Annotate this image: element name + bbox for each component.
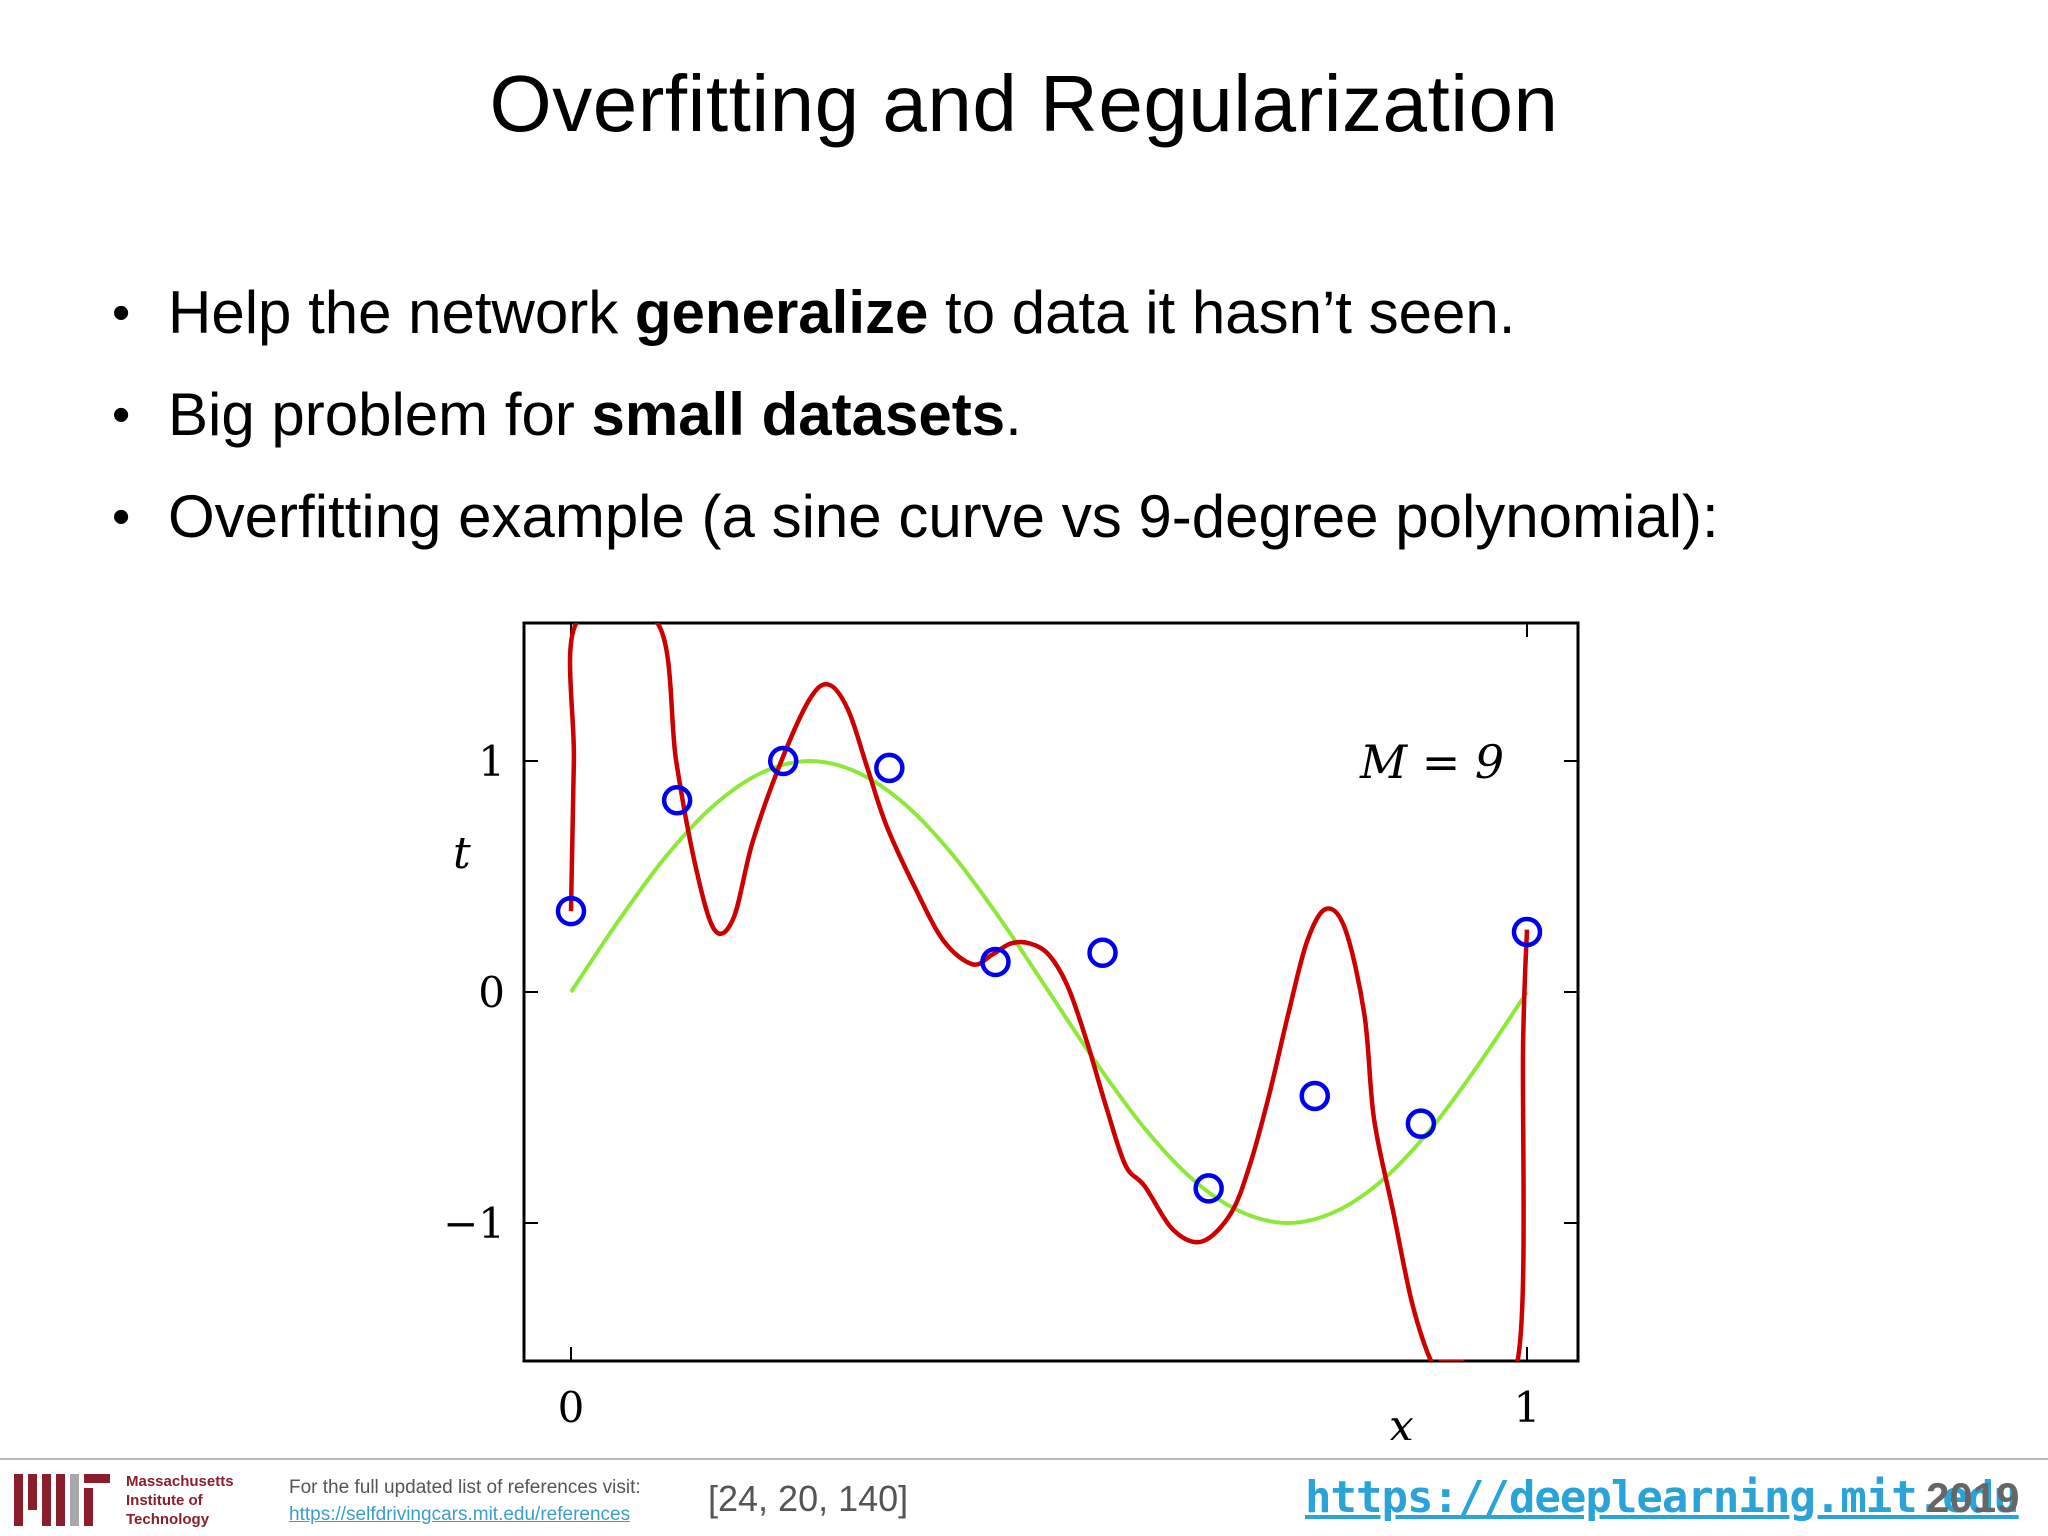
bullet-text-part: Big problem for	[168, 381, 592, 448]
citation: [24, 20, 140]	[708, 1478, 909, 1519]
data-point-marker	[874, 752, 905, 784]
data-point-marker	[1405, 1108, 1437, 1139]
institution-line: Massachusetts	[126, 1473, 234, 1490]
bullet-list: • Help the network generalize to data it…	[112, 262, 1719, 568]
bullet-text-part: to data it hasn’t seen.	[928, 279, 1516, 346]
bullet-dot: •	[112, 284, 131, 342]
bullet-bold-term: generalize	[634, 279, 929, 346]
y-axis-label: t	[453, 828, 471, 879]
institution-name: Massachusetts Institute of Technology	[126, 1472, 234, 1529]
bullet-bold-term: small datasets	[591, 381, 1006, 448]
x-axis-label: x	[1389, 1401, 1414, 1440]
slide-title: Overfitting and Regularization	[489, 59, 1559, 148]
bullet-text: Big problem for small datasets.	[168, 364, 1022, 466]
institution-line: Institute of	[126, 1492, 203, 1509]
overfitting-chart: 1 0 −1 0 1 M = 9 t x	[443, 621, 1580, 1440]
bullet-text-part: Overfitting example (a sine curve vs 9-d…	[168, 483, 1719, 550]
bullet-text: Overfitting example (a sine curve vs 9-d…	[168, 466, 1719, 568]
data-point-marker	[661, 785, 693, 816]
references-link[interactable]: https://selfdrivingcars.mit.edu/referenc…	[289, 1504, 631, 1525]
data-point-marker	[767, 745, 799, 777]
bullet-text-part: Help the network	[168, 279, 635, 346]
footer-divider	[0, 1458, 2048, 1460]
model-order-annotation: M = 9	[1359, 735, 1504, 789]
references-note: For the full updated list of references …	[289, 1474, 641, 1528]
bullet-text-part: .	[1005, 381, 1022, 448]
references-note-text: For the full updated list of references …	[289, 1477, 641, 1498]
x-tick-label: 1	[1514, 1383, 1541, 1432]
data-point-marker	[555, 895, 587, 927]
sine-curve-line	[569, 759, 1529, 1225]
data-point-marker	[1087, 937, 1118, 968]
data-point-marker	[1511, 916, 1543, 948]
data-point-marker	[1193, 1173, 1224, 1204]
bullet-item: • Help the network generalize to data it…	[112, 262, 1719, 364]
x-tick-label: 0	[558, 1383, 585, 1432]
y-tick-label: −1	[443, 1199, 505, 1248]
bullet-item: • Overfitting example (a sine curve vs 9…	[112, 466, 1719, 568]
polynomial-fit-line	[567, 623, 1530, 1361]
y-tick-label: 1	[478, 737, 505, 786]
y-tick-label: 0	[478, 968, 505, 1017]
bullet-text: Help the network generalize to data it h…	[168, 262, 1515, 364]
bullet-item: • Big problem for small datasets.	[112, 364, 1719, 466]
mit-logo-icon	[14, 1474, 110, 1526]
data-point-marker	[980, 946, 1011, 978]
course-url-link[interactable]: https://deeplearning.mit.edu	[1305, 1472, 2020, 1523]
bullet-dot: •	[112, 386, 131, 444]
year-label: 2019	[1926, 1474, 2020, 1521]
institution-line: Technology	[126, 1511, 210, 1528]
bullet-dot: •	[112, 488, 131, 546]
data-point-marker	[1299, 1080, 1331, 1112]
